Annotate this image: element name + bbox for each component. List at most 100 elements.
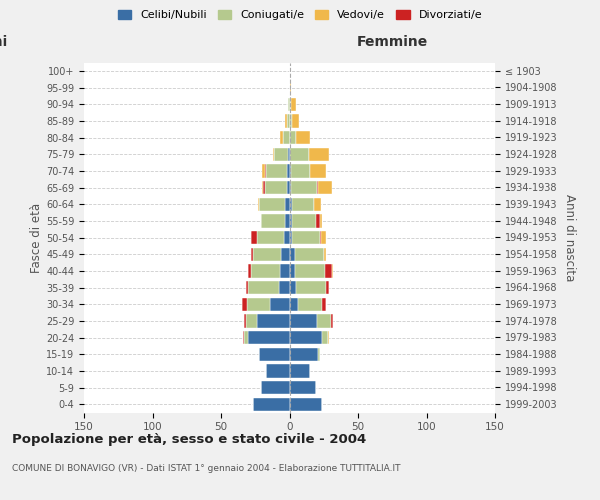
Bar [266,364,290,378]
Bar [290,264,295,278]
Bar [281,248,290,261]
Bar [251,264,280,278]
Bar [248,264,251,278]
Bar [287,181,290,194]
Bar [261,214,286,228]
Bar [261,381,290,394]
Bar [291,98,296,111]
Bar [247,298,271,311]
Bar [320,214,322,228]
Bar [258,198,259,211]
Legend: Celibi/Nubili, Coniugati/e, Vedovi/e, Divorziati/e: Celibi/Nubili, Coniugati/e, Vedovi/e, Di… [113,6,487,25]
Bar [290,131,296,144]
Bar [286,198,290,211]
Bar [292,198,314,211]
Bar [290,81,291,94]
Bar [290,364,310,378]
Bar [290,214,292,228]
Bar [290,381,316,394]
Bar [273,148,274,161]
Bar [295,264,325,278]
Bar [257,231,284,244]
Bar [290,298,298,311]
Bar [291,181,317,194]
Bar [291,164,310,177]
Bar [287,114,290,128]
Bar [325,264,332,278]
Bar [328,331,329,344]
Bar [244,314,245,328]
Bar [332,264,334,278]
Text: Popolazione per età, sesso e stato civile - 2004: Popolazione per età, sesso e stato civil… [12,432,366,446]
Bar [314,198,321,211]
Bar [262,181,263,194]
Text: Femmine: Femmine [356,34,428,48]
Bar [292,114,299,128]
Bar [290,148,308,161]
Bar [271,298,290,311]
Bar [266,164,287,177]
Bar [248,281,278,294]
Bar [296,281,326,294]
Bar [259,348,290,361]
Bar [321,231,326,244]
Bar [322,331,328,344]
Bar [251,231,257,244]
Bar [284,231,290,244]
Bar [316,214,320,228]
Bar [324,248,326,261]
Bar [280,264,290,278]
Bar [286,214,290,228]
Bar [278,281,290,294]
Bar [263,181,265,194]
Bar [288,148,290,161]
Bar [262,164,265,177]
Bar [290,164,291,177]
Bar [322,298,326,311]
Bar [283,131,290,144]
Bar [317,314,331,328]
Bar [287,164,290,177]
Bar [265,164,266,177]
Bar [331,314,334,328]
Bar [318,348,320,361]
Bar [295,248,324,261]
Bar [259,198,286,211]
Bar [310,164,326,177]
Bar [290,314,317,328]
Bar [290,398,322,411]
Bar [296,131,310,144]
Bar [274,148,288,161]
Bar [317,181,318,194]
Bar [290,331,322,344]
Bar [290,231,292,244]
Bar [257,314,290,328]
Bar [290,98,291,111]
Bar [242,298,247,311]
Bar [280,131,283,144]
Y-axis label: Fasce di età: Fasce di età [30,202,43,272]
Text: COMUNE DI BONAVIGO (VR) - Dati ISTAT 1° gennaio 2004 - Elaborazione TUTTITALIA.I: COMUNE DI BONAVIGO (VR) - Dati ISTAT 1° … [12,464,401,473]
Text: Maschi: Maschi [0,34,8,48]
Bar [244,331,248,344]
Bar [288,98,290,111]
Bar [290,198,292,211]
Bar [320,231,321,244]
Bar [243,331,244,344]
Bar [290,281,296,294]
Y-axis label: Anni di nascita: Anni di nascita [563,194,576,281]
Bar [265,181,287,194]
Bar [326,281,329,294]
Bar [286,114,287,128]
Bar [290,348,318,361]
Bar [248,331,290,344]
Bar [253,398,290,411]
Bar [290,181,291,194]
Bar [298,298,322,311]
Bar [245,314,257,328]
Bar [292,231,320,244]
Bar [290,248,295,261]
Bar [318,181,332,194]
Bar [308,148,329,161]
Bar [292,214,316,228]
